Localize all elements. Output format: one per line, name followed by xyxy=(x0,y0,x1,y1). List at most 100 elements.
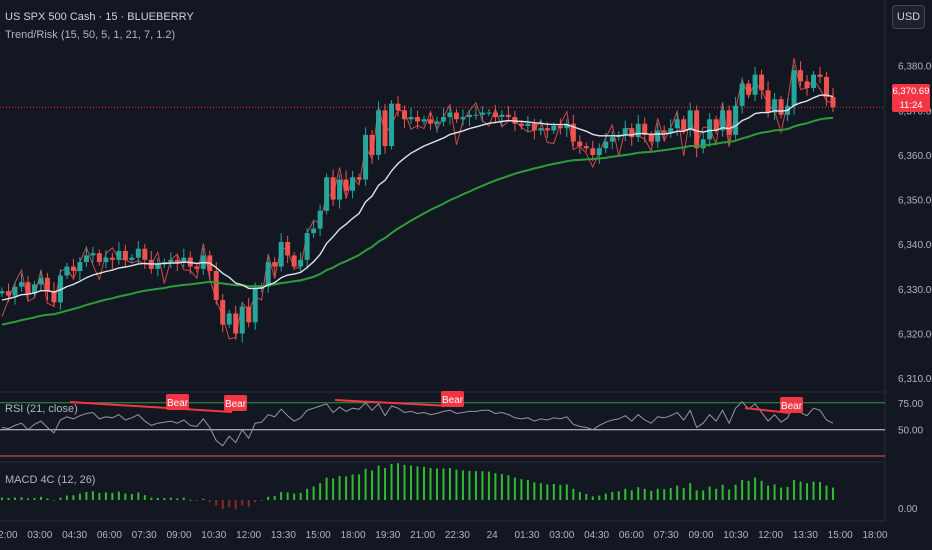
y-tick-label: 6,350.00 xyxy=(898,196,932,207)
bear-label-text: Bear xyxy=(167,398,189,409)
macd-bar xyxy=(513,477,516,500)
candle xyxy=(44,272,50,301)
candle-body xyxy=(337,179,343,200)
indicator-label[interactable]: Trend/Risk (15, 50, 5, 1, 21, 7, 1.2) xyxy=(5,29,176,41)
candle xyxy=(129,254,135,264)
candle xyxy=(492,104,498,124)
candle-body xyxy=(538,128,544,131)
macd-bar xyxy=(332,478,335,500)
candle xyxy=(453,109,459,123)
candle xyxy=(570,114,576,147)
macd-bar xyxy=(455,469,458,500)
macd-bar xyxy=(39,496,42,500)
macd-bar xyxy=(650,490,653,500)
candle-body xyxy=(694,110,700,149)
macd-bar xyxy=(130,494,133,500)
candle-body xyxy=(505,114,511,118)
macd-bar xyxy=(91,491,94,500)
macd-bar xyxy=(85,492,88,500)
candle-body xyxy=(427,119,433,124)
candle xyxy=(752,67,758,101)
x-tick-label: 22:30 xyxy=(445,530,470,541)
macd-bar xyxy=(708,486,711,500)
macd-bar xyxy=(254,500,257,503)
candle-body xyxy=(655,130,661,142)
bear-label: Bear xyxy=(441,391,464,407)
macd-bar xyxy=(702,490,705,500)
candle-body xyxy=(499,114,505,118)
macd-bar xyxy=(65,495,68,500)
candle xyxy=(577,135,583,154)
candle xyxy=(772,92,778,121)
candle xyxy=(460,109,466,126)
candle xyxy=(739,77,745,114)
candle xyxy=(168,252,174,269)
candle-body xyxy=(38,277,44,285)
x-tick-label: 03:00 xyxy=(549,530,574,541)
candle xyxy=(791,65,797,115)
macd-bar xyxy=(825,485,828,500)
candle xyxy=(427,111,433,130)
macd-bar xyxy=(176,498,179,500)
rsi-title[interactable]: RSI (21, close) xyxy=(5,403,78,415)
candle xyxy=(720,102,726,137)
candle-body xyxy=(324,177,330,211)
candle-body xyxy=(512,117,518,124)
candle xyxy=(376,101,382,160)
candle-body xyxy=(129,257,135,260)
x-tick-label: 12:00 xyxy=(236,530,261,541)
macd-bar xyxy=(494,473,497,500)
macd-bar xyxy=(143,495,146,500)
candle xyxy=(408,108,414,125)
candle xyxy=(116,242,122,265)
candle-body xyxy=(707,119,713,140)
candle xyxy=(596,143,602,164)
candle xyxy=(830,88,836,113)
macd-bar xyxy=(793,480,796,500)
macd-title[interactable]: MACD 4C (12, 26) xyxy=(5,474,96,486)
rsi-line xyxy=(1,400,834,447)
y-tick-label: 6,380.00 xyxy=(898,62,932,73)
macd-bar xyxy=(293,493,296,500)
candle-body xyxy=(583,146,589,149)
macd-level-label: 0.00 xyxy=(898,504,918,515)
macd-bar xyxy=(786,486,789,500)
candle-body xyxy=(272,262,278,267)
candle xyxy=(304,228,310,269)
x-tick-label: 04:30 xyxy=(62,530,87,541)
currency-button[interactable]: USD xyxy=(892,5,925,29)
x-tick-label: 09:00 xyxy=(166,530,191,541)
candle-body xyxy=(713,119,719,131)
candle-body xyxy=(363,134,369,180)
candle xyxy=(648,131,654,146)
macd-bar xyxy=(624,488,627,500)
macd-bar xyxy=(104,492,107,500)
macd-bar xyxy=(448,468,451,500)
candle-body xyxy=(304,233,310,260)
macd-bar xyxy=(461,470,464,500)
candle-body xyxy=(830,96,836,108)
x-tick-label: 07:30 xyxy=(654,530,679,541)
candle-body xyxy=(18,282,24,287)
bear-label-bg xyxy=(224,395,247,411)
macd-bar xyxy=(228,500,231,508)
candle-body xyxy=(564,123,570,129)
candle xyxy=(0,287,5,297)
candle-body xyxy=(122,250,128,260)
x-tick-label: 15:00 xyxy=(828,530,853,541)
candle-body xyxy=(772,99,778,113)
macd-bar xyxy=(208,500,211,502)
candle xyxy=(564,118,570,138)
candle-body xyxy=(668,128,674,133)
candle xyxy=(252,282,258,330)
macd-bar xyxy=(26,498,29,500)
candle-body xyxy=(213,271,219,301)
macd-bar xyxy=(669,488,672,500)
macd-bar xyxy=(46,498,49,500)
candle-body xyxy=(83,255,89,263)
candle xyxy=(726,105,732,144)
candle xyxy=(356,173,362,184)
macd-bar xyxy=(604,493,607,500)
candle xyxy=(233,305,239,340)
